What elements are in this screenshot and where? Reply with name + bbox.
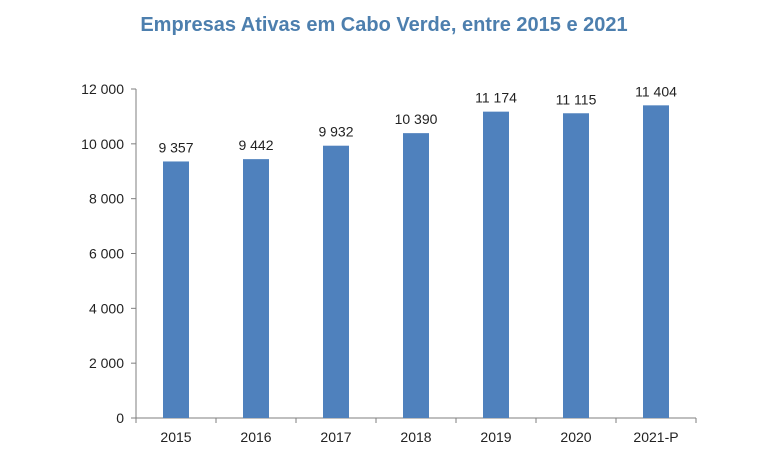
bar-2020 (563, 113, 589, 419)
y-tick-label: 8 000 (89, 191, 124, 207)
bar-2019 (483, 111, 509, 418)
bar-2017 (323, 145, 349, 418)
bar-2016 (243, 159, 269, 418)
y-tick-label: 4 000 (89, 300, 124, 316)
bars (163, 105, 669, 419)
bar-2021-P (643, 105, 669, 418)
y-tick-label: 2 000 (89, 355, 124, 371)
data-label: 11 174 (475, 90, 517, 106)
y-tick-label: 10 000 (81, 136, 124, 152)
x-tick-label: 2017 (320, 429, 351, 445)
y-tick-label: 12 000 (81, 81, 124, 97)
x-tick-label: 2016 (240, 429, 271, 445)
y-tick-label: 6 000 (89, 246, 124, 262)
x-tick-label: 2019 (480, 429, 511, 445)
data-label: 9 442 (238, 137, 273, 153)
chart-title: Empresas Ativas em Cabo Verde, entre 201… (140, 14, 628, 36)
bar-2015 (163, 161, 189, 418)
data-label: 9 932 (318, 124, 353, 140)
x-tick-label: 2020 (560, 429, 591, 445)
data-label: 9 357 (158, 139, 193, 155)
labels: 2015 9 357 2016 9 442 2017 9 932 2018 10 390 201… (158, 83, 678, 445)
data-label: 11 404 (635, 83, 677, 99)
data-label: 11 115 (556, 91, 597, 107)
x-tick-label: 2018 (400, 429, 431, 445)
bar-2018 (403, 133, 429, 418)
y-tick-label: 0 (116, 410, 124, 426)
x-tick-label: 2021-P (633, 429, 678, 445)
x-tick-label: 2015 (160, 429, 191, 445)
data-label: 10 390 (395, 111, 438, 127)
